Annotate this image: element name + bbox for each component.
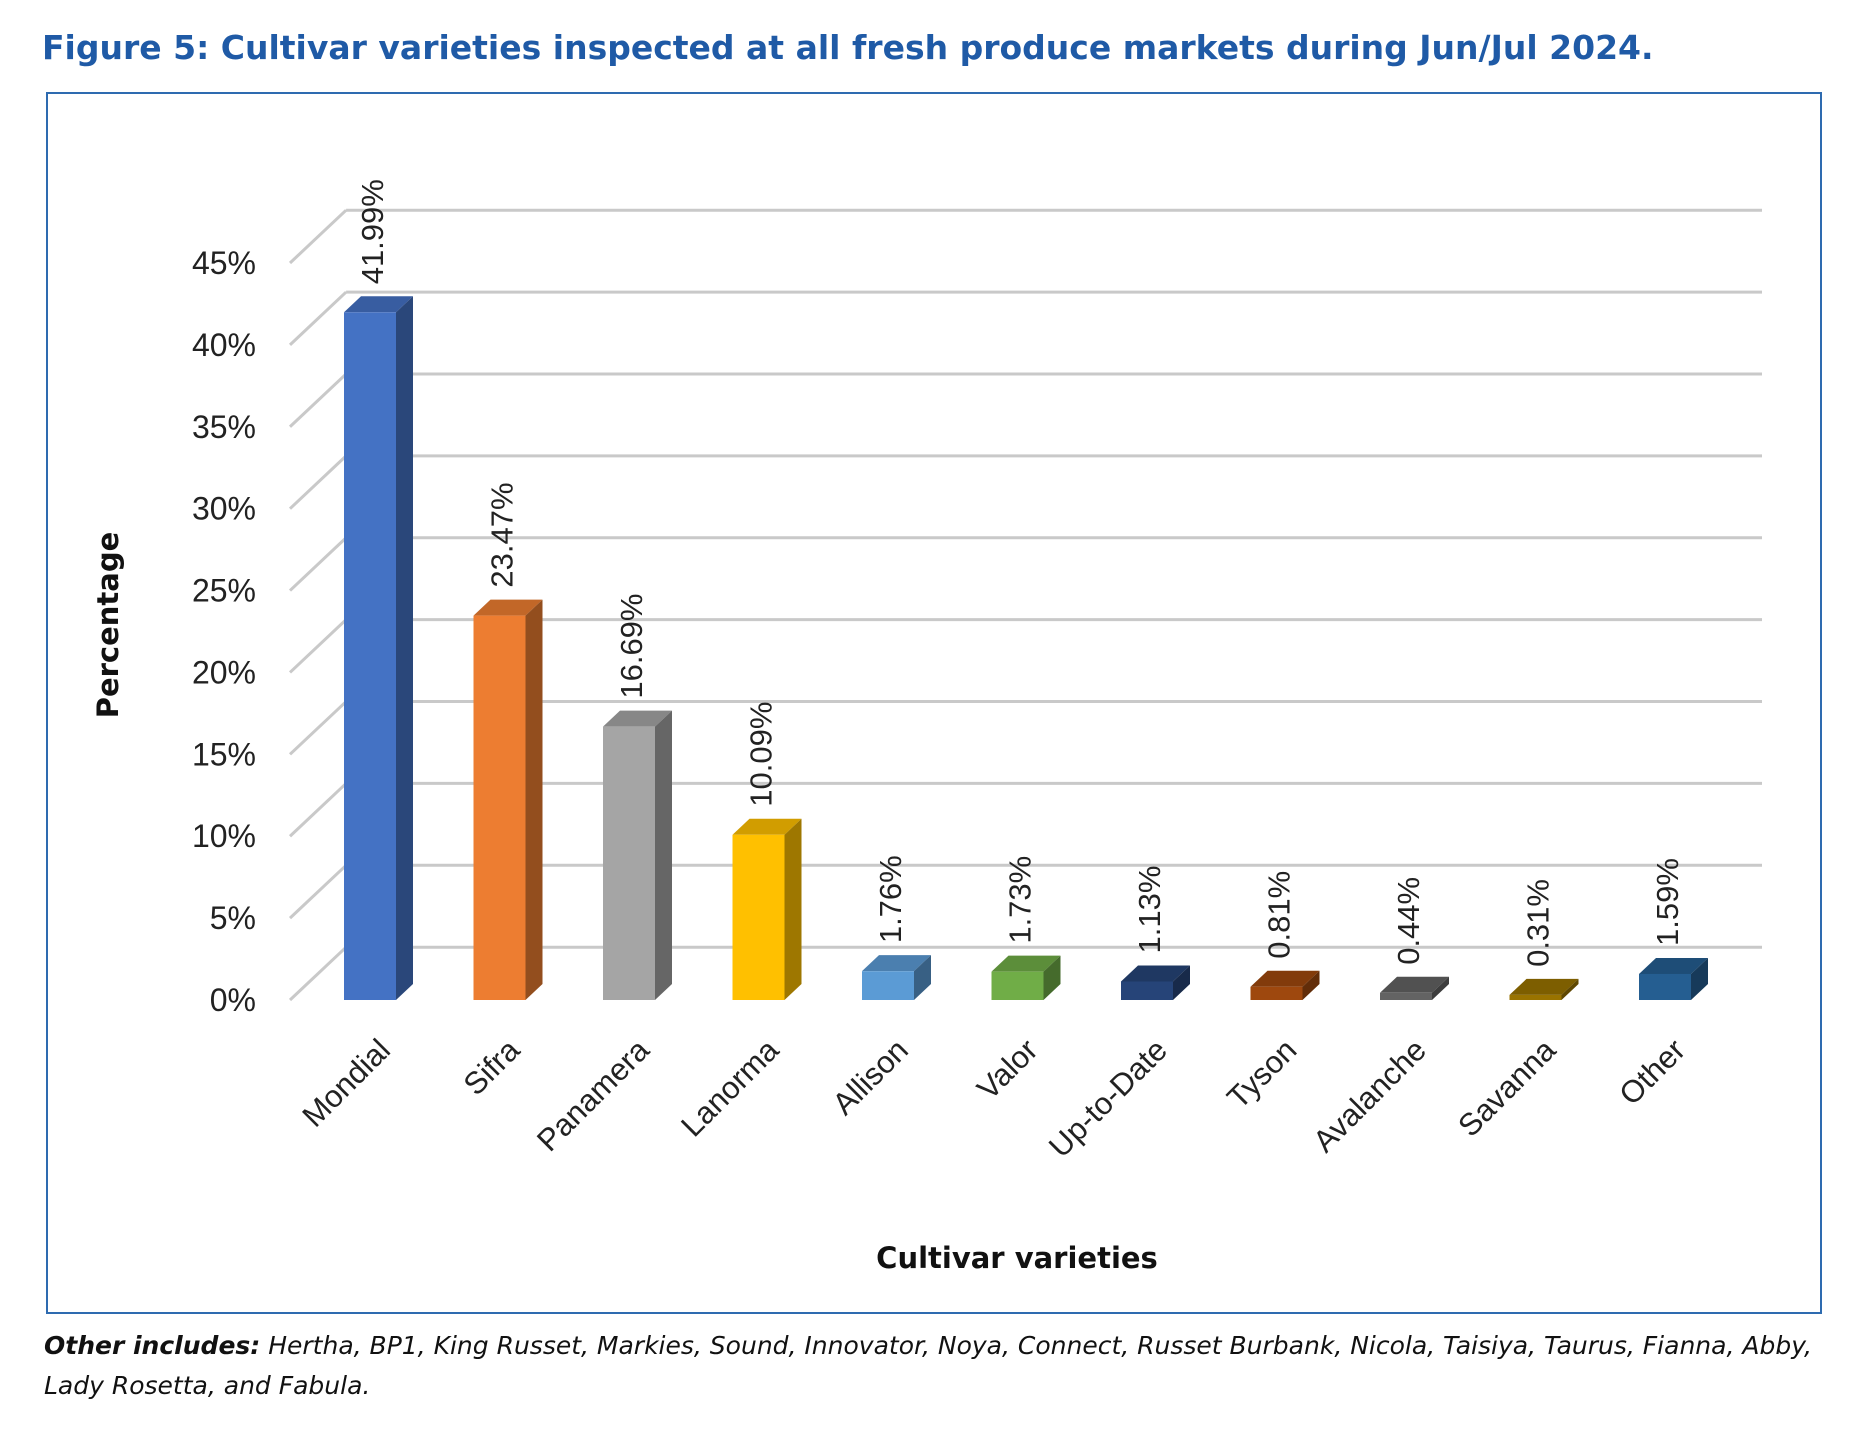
bar-other — [1639, 957, 1708, 1000]
bar-side — [1302, 970, 1320, 1000]
x-tick-label: Valor — [970, 1032, 1044, 1106]
data-label: 0.44% — [1391, 877, 1426, 965]
y-tick-label: 10% — [192, 818, 256, 854]
bar-tyson — [1250, 970, 1320, 1000]
y-tick-label: 0% — [210, 982, 256, 1018]
bar-front — [344, 312, 396, 1000]
bar-top — [1639, 957, 1708, 974]
bar-top — [603, 710, 672, 727]
bar-side — [1173, 965, 1190, 1000]
bar-chart: 0% 5% 10% 15% 20% 25% 30% 35% 40% 45% 41.99% 23.47… — [91, 179, 1762, 1275]
bar-avalanche — [1380, 976, 1449, 1000]
bar-front — [1509, 994, 1562, 1000]
x-tick-label: Panamera — [530, 1032, 656, 1158]
y-tick-label: 20% — [192, 654, 256, 690]
data-label: 23.47% — [485, 482, 520, 587]
bar-side — [914, 955, 931, 1000]
x-tick-label: Tyson — [1220, 1032, 1303, 1115]
x-tick-label: Mondial — [295, 1032, 397, 1134]
bar-side — [655, 710, 672, 1000]
data-label: 0.31% — [1521, 879, 1556, 967]
gridline-depth — [288, 946, 348, 1002]
bar-top — [1509, 978, 1579, 995]
bar-valor — [991, 955, 1061, 1000]
x-axis-ticks: Mondial Sifra Panamera Lanorma Allison ValorU… — [295, 1032, 1692, 1164]
gridline-depth — [288, 372, 348, 428]
bar-front — [603, 726, 655, 1000]
x-tick-label: Allison — [826, 1032, 915, 1121]
bar-front — [1250, 986, 1303, 1000]
bar-top — [344, 296, 413, 313]
bar-top — [991, 955, 1061, 972]
bar-mondial — [344, 296, 413, 1000]
bar-side — [525, 599, 543, 1000]
gridlines — [288, 208, 1762, 1002]
x-tick-label: Up-to-Date — [1042, 1032, 1174, 1164]
x-tick-label: Savanna — [1451, 1032, 1563, 1144]
y-tick-label: 40% — [192, 327, 256, 363]
y-tick-label: 15% — [192, 736, 256, 772]
bar-side — [1691, 957, 1708, 1000]
bar-top — [1250, 970, 1320, 987]
y-axis-title: Percentage — [91, 532, 125, 719]
y-tick-label: 5% — [210, 900, 256, 936]
bar-front — [1380, 992, 1432, 1000]
data-label: 10.09% — [744, 702, 779, 807]
y-tick-label: 30% — [192, 491, 256, 527]
gridline-depth — [288, 700, 348, 756]
x-axis-title: Cultivar varieties — [876, 1241, 1158, 1275]
gridline-depth — [288, 782, 348, 838]
bars — [344, 296, 1708, 1000]
bar-sifra — [473, 599, 543, 1000]
x-tick-label: Sifra — [457, 1032, 527, 1102]
bar-top — [862, 955, 931, 972]
data-label: 1.73% — [1003, 856, 1038, 944]
x-tick-label: Avalanche — [1306, 1032, 1433, 1159]
bar-up-to-date — [1121, 965, 1190, 1000]
data-label: 1.59% — [1650, 858, 1685, 946]
footnote: Other includes: Hertha, BP1, King Russet… — [44, 1326, 1834, 1406]
data-labels: 41.99% 23.47% 16.69% 10.09% 1.76% 1.73% 1.13% 0… — [355, 179, 1685, 967]
y-tick-label: 45% — [192, 245, 256, 281]
chart-frame — [46, 92, 1822, 1314]
bar-side — [1561, 978, 1579, 1000]
y-tick-label: 25% — [192, 573, 256, 609]
data-label: 1.13% — [1132, 866, 1167, 954]
gridline-depth — [288, 209, 348, 265]
x-tick-label: Lanorma — [674, 1032, 786, 1144]
data-label: 0.81% — [1262, 871, 1297, 959]
gridline-depth — [288, 536, 348, 592]
bar-front — [1121, 981, 1173, 1000]
figure-title: Figure 5: Cultivar varieties inspected a… — [42, 28, 1654, 67]
x-tick-label: Other — [1612, 1032, 1692, 1112]
bar-side — [1432, 976, 1449, 1000]
footnote-text: Hertha, BP1, King Russet, Markies, Sound… — [44, 1331, 1812, 1400]
gridline-depth — [288, 290, 348, 346]
bar-front — [1639, 973, 1691, 1000]
gridline-depth — [288, 618, 348, 674]
bar-lanorma — [732, 818, 802, 1000]
y-tick-label: 35% — [192, 409, 256, 445]
bar-front — [732, 834, 785, 1000]
data-label: 1.76% — [873, 855, 908, 943]
bar-top — [732, 818, 802, 835]
bar-top — [1380, 976, 1449, 993]
bar-panamera — [603, 710, 672, 1000]
bar-front — [862, 971, 914, 1000]
bar-side — [784, 818, 802, 1000]
bar-allison — [862, 955, 931, 1000]
bar-side — [396, 296, 413, 1000]
gridline-depth — [288, 454, 348, 510]
gridline-depth — [288, 864, 348, 920]
bar-front — [991, 971, 1044, 1000]
bar-top — [473, 599, 543, 616]
bar-front — [473, 615, 526, 1000]
footnote-label: Other includes: — [44, 1331, 261, 1360]
bar-side — [1043, 955, 1061, 1000]
data-label: 16.69% — [614, 594, 649, 699]
data-label: 41.99% — [355, 179, 390, 284]
y-axis-ticks: 0% 5% 10% 15% 20% 25% 30% 35% 40% 45% — [192, 245, 256, 1018]
bar-savanna — [1509, 978, 1579, 1000]
bar-top — [1121, 965, 1190, 982]
